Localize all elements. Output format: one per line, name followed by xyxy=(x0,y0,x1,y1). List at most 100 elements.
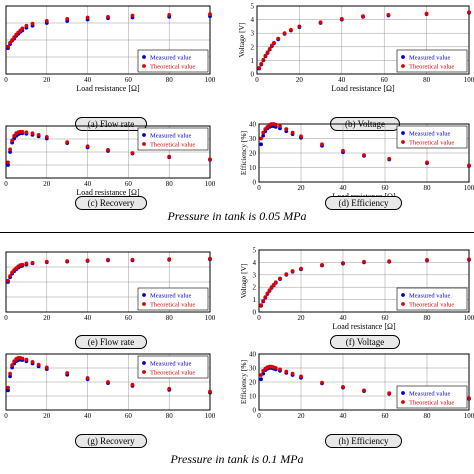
divider xyxy=(0,232,474,233)
legend: Measured value Theoretical value xyxy=(396,385,468,409)
legend-marker xyxy=(401,55,405,59)
data-point xyxy=(362,153,366,158)
y-tick-label: 30 xyxy=(249,365,257,373)
chart-panel-c: 0 20 40 60 80 100 Load resistance [Ω] Measured … xyxy=(0,118,225,208)
y-tick-label: 10 xyxy=(249,393,257,401)
data-point xyxy=(24,130,29,135)
x-tick-label: 60 xyxy=(381,76,389,84)
x-tick-label: 80 xyxy=(424,314,432,322)
data-point xyxy=(299,266,303,271)
x-tick-label: 100 xyxy=(464,314,474,322)
legend: Measured value Theoretical value xyxy=(396,125,468,149)
caption-c: (c) Recovery xyxy=(75,196,147,210)
data-point xyxy=(278,124,282,129)
caption-e: (e) Flow rate xyxy=(75,335,147,349)
data-point xyxy=(257,65,262,70)
data-point xyxy=(387,259,392,264)
data-point xyxy=(265,50,270,55)
data-point xyxy=(6,278,10,283)
y-tick-label: 40 xyxy=(249,121,257,129)
legend-marker xyxy=(142,361,146,365)
data-point xyxy=(341,385,345,389)
data-point xyxy=(65,371,70,375)
data-point xyxy=(130,257,135,262)
data-point xyxy=(269,43,274,48)
data-point xyxy=(8,147,12,152)
data-point xyxy=(273,280,278,285)
plot-frame xyxy=(258,123,470,183)
x-tick-label: 60 xyxy=(125,412,133,420)
legend-box xyxy=(396,125,468,149)
data-point xyxy=(106,380,110,384)
x-tick-label: 60 xyxy=(125,180,133,188)
legend-marker xyxy=(401,293,405,297)
legend-label: Theoretical value xyxy=(150,141,195,148)
pressure-label-bottom: Pressure in tank is 0.1 MPa xyxy=(170,452,304,466)
legend: Measured value Theoretical value xyxy=(137,355,209,379)
data-point xyxy=(259,377,263,382)
legend-label: Theoretical value xyxy=(409,301,454,308)
chart-panel-e: 0 20 40 60 80 100 Measured value Theoretical va… xyxy=(0,240,225,330)
data-point xyxy=(65,140,70,145)
data-point xyxy=(320,142,324,147)
y-tick-label: 2 xyxy=(251,43,255,51)
legend-label: Measured value xyxy=(150,292,191,299)
legend-marker xyxy=(142,55,146,59)
x-tick-label: 40 xyxy=(340,184,348,192)
chart-panel-h: 0 20 40 60 80 100 0 10 20 30 40 Efficiency [%] Measu… xyxy=(237,348,474,430)
data-point xyxy=(20,356,25,361)
x-tick-label: 0 xyxy=(255,76,259,84)
x-tick-label: 20 xyxy=(298,184,306,192)
data-point xyxy=(44,259,49,264)
data-point xyxy=(387,156,392,161)
y-tick-label: 0 xyxy=(253,407,257,415)
data-point xyxy=(273,366,278,370)
data-point xyxy=(278,276,282,281)
x-tick-label: 40 xyxy=(84,412,92,420)
data-point xyxy=(8,371,12,376)
x-tick-label: 100 xyxy=(464,184,474,192)
legend-label: Theoretical value xyxy=(150,63,195,70)
data-point xyxy=(261,298,266,303)
pressure-label-top: Pressure in tank is 0.05 MPa xyxy=(167,209,307,223)
data-point xyxy=(167,154,172,159)
data-point xyxy=(424,11,429,16)
legend-label: Theoretical value xyxy=(409,399,454,406)
data-point xyxy=(65,17,70,21)
data-point xyxy=(24,357,29,362)
x-tick-label: 80 xyxy=(424,412,432,420)
data-point xyxy=(259,136,263,141)
data-point xyxy=(284,369,289,374)
x-tick-label: 100 xyxy=(205,412,216,420)
chart-panel-f: 0 20 40 60 80 100 0 1 2 3 4 5 Load resistance [Ω] Vol… xyxy=(237,240,474,340)
y-tick-label: 20 xyxy=(249,150,257,158)
data-point xyxy=(208,256,212,261)
data-point xyxy=(130,13,135,18)
data-point xyxy=(362,388,366,393)
legend-label: Theoretical value xyxy=(150,369,195,376)
x-tick-label: 60 xyxy=(382,314,390,322)
plot-frame xyxy=(258,353,470,411)
x-tick-label: 0 xyxy=(257,412,261,420)
data-point xyxy=(320,380,324,385)
data-point xyxy=(299,374,303,379)
data-point xyxy=(20,129,25,134)
y-axis-label: Efficiency [%] xyxy=(239,131,248,175)
x-tick-label: 80 xyxy=(424,184,432,192)
data-point xyxy=(290,371,295,376)
y-tick-label: 3 xyxy=(253,271,257,279)
legend-box xyxy=(137,127,209,151)
data-point xyxy=(12,35,17,40)
y-tick-label: 3 xyxy=(251,30,255,38)
x-tick-label: 100 xyxy=(464,412,474,420)
y-tick-label: 0 xyxy=(251,71,255,79)
x-tick-label: 80 xyxy=(166,412,174,420)
data-point xyxy=(318,20,323,25)
legend: Measured value Theoretical value xyxy=(396,287,468,311)
data-point xyxy=(85,376,90,380)
data-point xyxy=(130,151,135,155)
data-point xyxy=(30,131,35,136)
chart-panel-a: 0 20 40 60 80 100 Load resistance [Ω] Measured … xyxy=(0,0,225,110)
legend-label: Measured value xyxy=(150,132,191,139)
